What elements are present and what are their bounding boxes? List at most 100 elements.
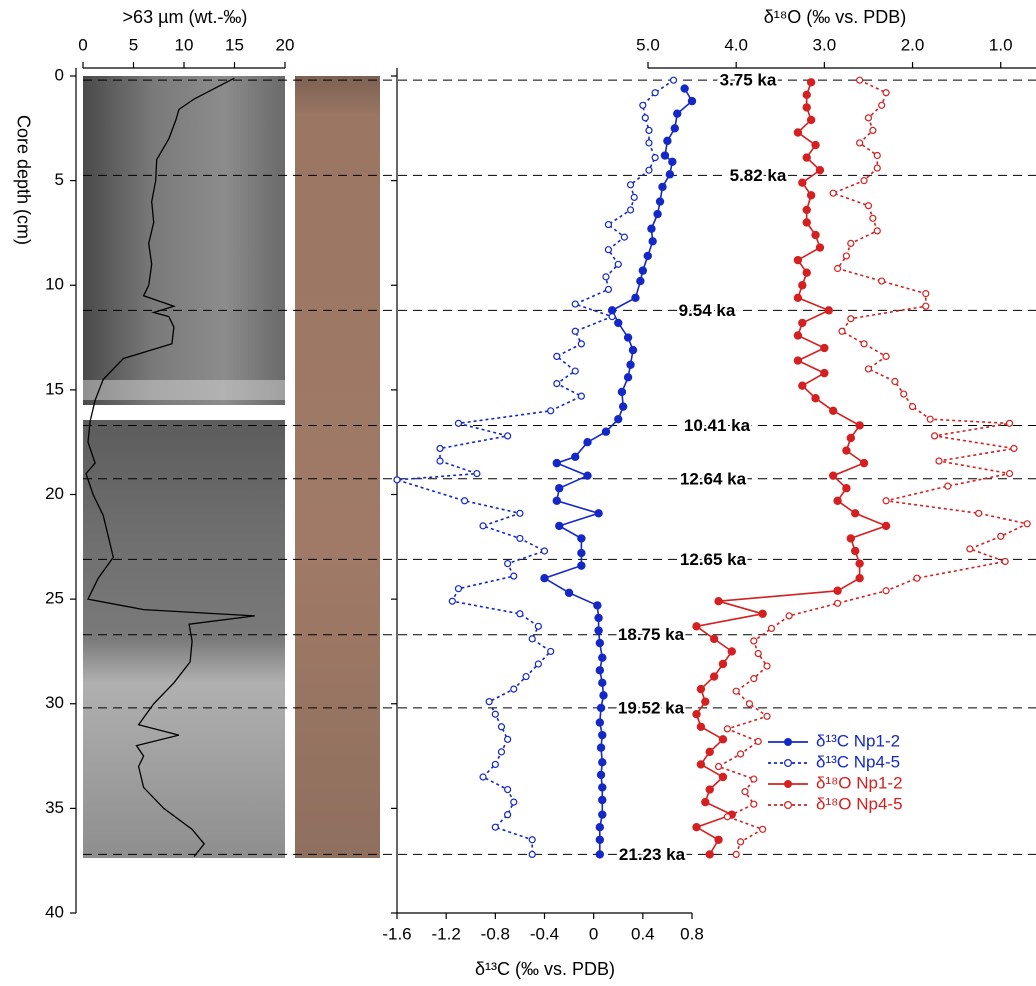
data-point	[793, 255, 803, 265]
data-point	[577, 392, 585, 400]
data-point	[815, 165, 825, 175]
data-point	[930, 432, 939, 440]
data-point	[705, 785, 714, 794]
data-point	[510, 685, 518, 693]
data-point	[842, 484, 851, 493]
data-point	[540, 574, 549, 583]
x-tick-label: 2.0	[901, 35, 925, 54]
data-point	[873, 227, 881, 235]
data-point	[648, 237, 657, 246]
age-label: 5.82 ka	[730, 166, 787, 185]
data-point	[692, 823, 701, 832]
data-point	[504, 559, 512, 568]
data-point	[516, 534, 524, 543]
data-point	[461, 497, 469, 505]
data-point	[628, 345, 638, 355]
data-point	[864, 114, 873, 122]
data-point	[534, 622, 542, 630]
data-point	[596, 743, 606, 752]
data-point	[645, 126, 653, 135]
data-point	[864, 202, 873, 210]
data-point	[873, 151, 881, 160]
data-point	[598, 810, 607, 819]
data-point	[759, 825, 767, 833]
data-point	[660, 151, 670, 160]
data-point	[630, 193, 638, 201]
data-point	[882, 497, 890, 505]
data-point	[732, 850, 740, 859]
data-point	[614, 414, 623, 424]
x-tick-label: 10	[175, 35, 194, 54]
data-point	[714, 762, 723, 771]
data-point	[540, 547, 549, 555]
data-point	[647, 224, 656, 233]
data-point	[851, 546, 860, 556]
data-point	[745, 700, 754, 708]
data-point	[900, 390, 908, 398]
y-tick-label: 10	[45, 275, 64, 294]
data-point	[639, 101, 647, 109]
data-point	[750, 675, 758, 683]
x-tick-label: 0.4	[631, 924, 655, 943]
data-point	[785, 612, 793, 620]
data-point	[793, 356, 803, 365]
age-label: 12.64 ka	[680, 469, 747, 488]
data-point	[793, 128, 803, 137]
data-point	[829, 189, 837, 197]
data-point	[806, 115, 816, 125]
x-tick-label: -1.6	[382, 924, 411, 943]
data-point	[577, 548, 586, 558]
data-point	[564, 588, 574, 598]
data-point	[869, 126, 877, 135]
data-point	[626, 206, 635, 214]
data-point	[645, 139, 653, 147]
plot: 0 5 10 15 20 25 30 35 40 0 5 10 15 20 -1.6 -1.2 -0.8 -0.4…	[45, 35, 1036, 943]
data-point	[833, 586, 842, 595]
y-tick-label: 35	[45, 798, 64, 817]
data-point	[847, 239, 855, 247]
age-label: 12.65 ka	[680, 550, 747, 569]
x-tick-label: 1.0	[989, 35, 1013, 54]
data-point	[571, 300, 579, 308]
data-point	[436, 444, 444, 453]
data-point	[595, 638, 605, 648]
data-point	[692, 622, 701, 631]
data-point	[718, 735, 728, 744]
legend-marker	[783, 758, 792, 767]
data-point	[673, 109, 682, 118]
data-point	[824, 306, 833, 315]
data-point	[598, 795, 607, 805]
d18o-axis-title: δ¹⁸O (‰ vs. PDB)	[764, 7, 907, 27]
data-point	[680, 84, 689, 93]
data-point	[571, 327, 579, 335]
data-point	[577, 534, 586, 543]
data-point	[504, 432, 512, 440]
data-point	[944, 482, 952, 490]
data-point	[926, 415, 934, 423]
data-point	[806, 191, 816, 200]
legend-marker	[783, 800, 792, 809]
data-point	[882, 587, 890, 595]
series-line	[542, 88, 694, 855]
data-point	[855, 559, 864, 568]
data-point	[847, 315, 855, 323]
x-tick-label: 0.8	[680, 924, 704, 943]
data-point	[802, 218, 811, 227]
data-point	[620, 233, 628, 241]
x-tick-label: -0.8	[481, 924, 510, 943]
legend-label: δ¹⁸O Np4-5	[816, 794, 903, 813]
data-point	[602, 273, 610, 281]
data-point	[820, 343, 829, 353]
data-point	[491, 760, 499, 769]
data-point	[802, 268, 811, 277]
data-point	[705, 747, 714, 757]
data-point	[497, 723, 506, 731]
data-point	[869, 214, 877, 222]
data-point	[842, 252, 851, 260]
data-point	[966, 545, 974, 553]
data-point	[604, 246, 613, 254]
data-point	[696, 722, 706, 731]
data-point	[696, 760, 706, 769]
data-point	[881, 521, 891, 531]
data-point	[878, 101, 886, 109]
